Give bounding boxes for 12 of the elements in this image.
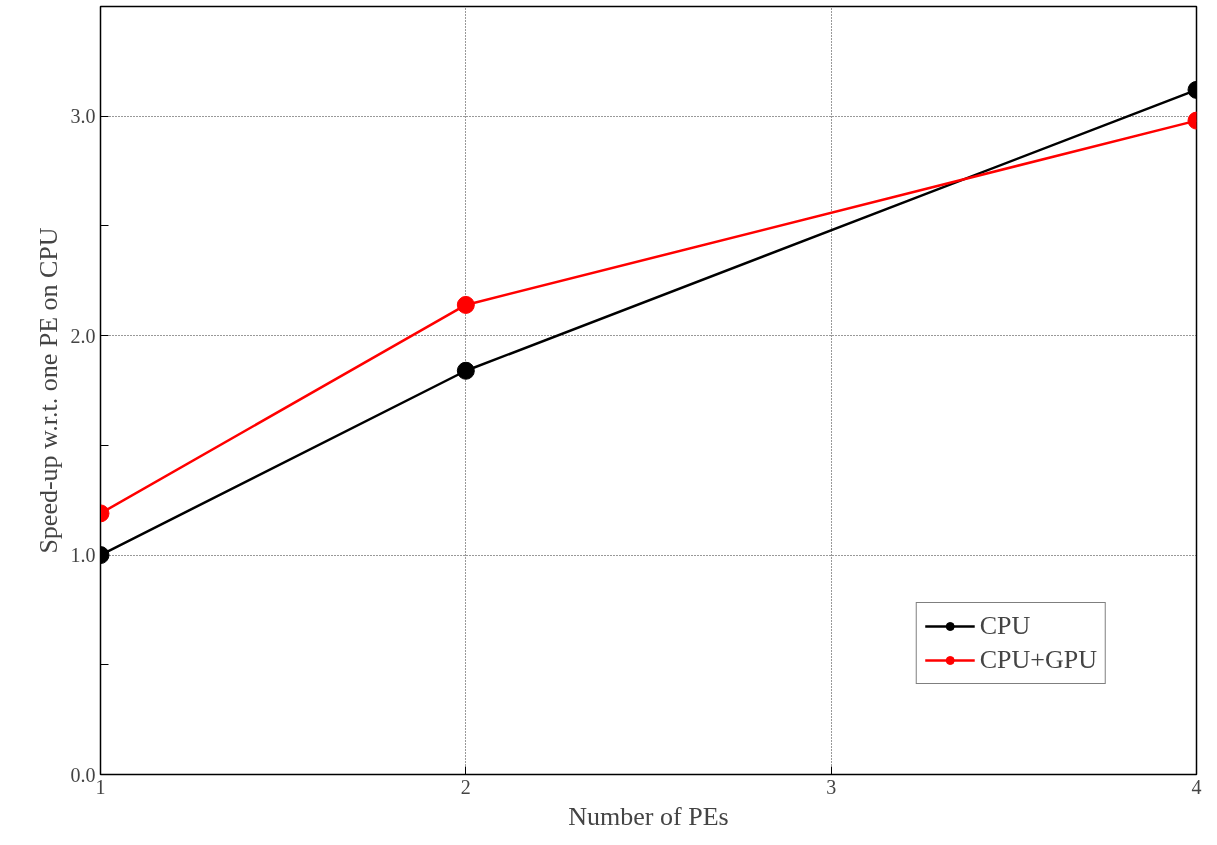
y-tick-label: 3.0 xyxy=(70,105,96,128)
x-axis-title: Number of PEs xyxy=(568,801,729,831)
x-tick-label: 1 xyxy=(95,775,106,798)
y-tick-label: 2.0 xyxy=(70,324,96,347)
legend-label: CPU xyxy=(979,611,1031,641)
y-axis-title: Speed-up w.r.t. one PE on CPU xyxy=(33,227,63,554)
x-tick-label: 3 xyxy=(826,775,837,798)
y-tick-label: 1.0 xyxy=(70,544,96,567)
y-tick-label: 0.0 xyxy=(70,763,96,786)
x-tick-label: 4 xyxy=(1191,775,1202,798)
legend-label: CPU+GPU xyxy=(979,645,1097,675)
x-tick-label: 2 xyxy=(460,775,471,798)
